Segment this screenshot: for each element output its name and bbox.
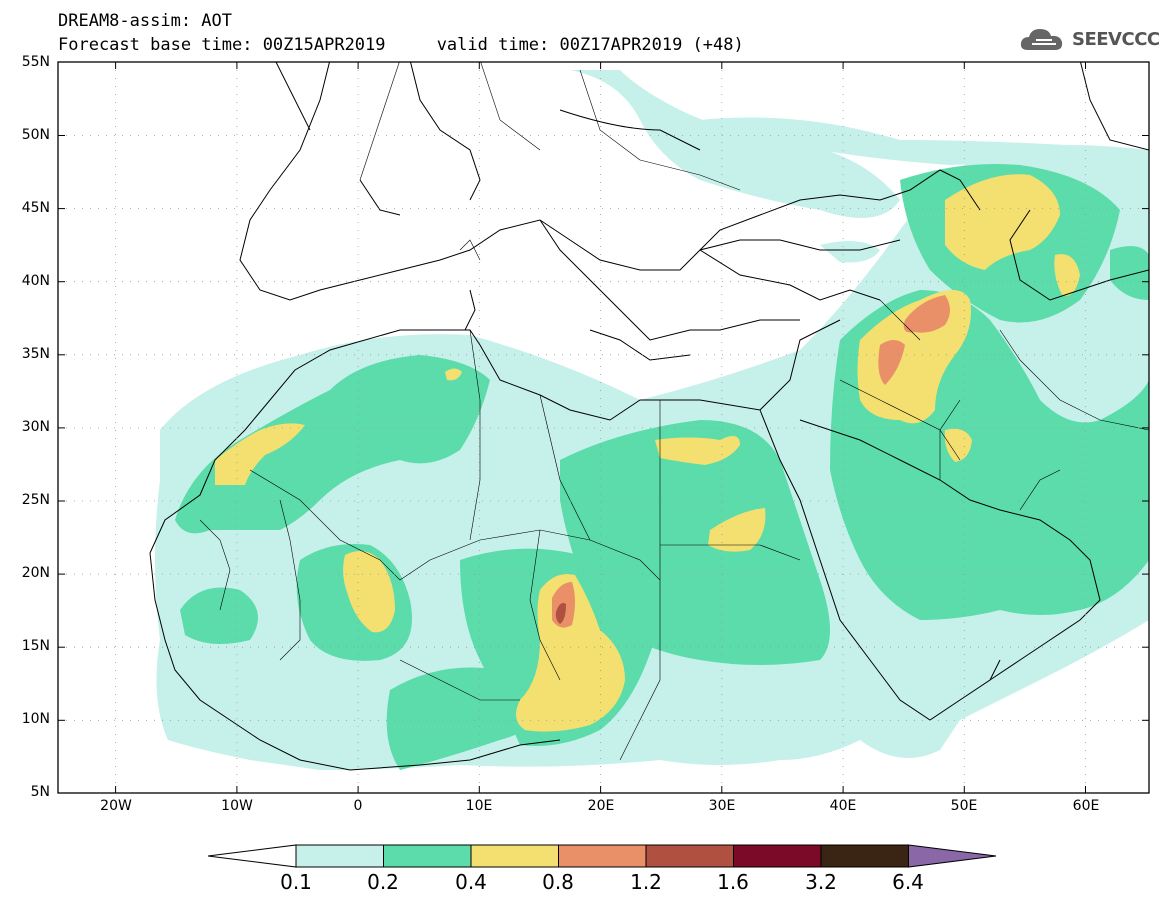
colorbar-label: 0.8 (542, 870, 574, 894)
lon-label: 10E (465, 798, 493, 814)
lon-label: 30E (708, 798, 736, 814)
colorbar-bin-2 (383, 844, 472, 868)
colorbar-label: 6.4 (892, 870, 924, 894)
colorbar-bin-1 (295, 844, 384, 868)
colorbar-bin-6 (733, 844, 822, 868)
lat-label: 20N (21, 565, 50, 581)
lat-label: 55N (21, 54, 50, 70)
map-title: DREAM8-assim: AOT (58, 11, 232, 31)
aot-field (149, 62, 1149, 771)
colorbar (207, 844, 997, 868)
lon-label: 20W (100, 798, 132, 814)
colorbar-label: 0.2 (367, 870, 399, 894)
colorbar-under-arrow (207, 844, 297, 868)
lat-label: 40N (21, 273, 50, 289)
colorbar-label: 1.6 (717, 870, 749, 894)
lat-label: 10N (21, 711, 50, 727)
colorbar-bin-7 (820, 844, 909, 868)
map-subtitle-times: Forecast base time: 00Z15APR2019 valid t… (58, 35, 744, 55)
lat-label: 5N (30, 784, 50, 800)
colorbar-bin-4 (558, 844, 647, 868)
colorbar-bin-5 (645, 844, 734, 868)
lon-label: 0 (353, 798, 363, 814)
lat-label: 50N (21, 127, 50, 143)
lon-label: 10W (221, 798, 253, 814)
lat-label: 35N (21, 346, 50, 362)
lat-label: 30N (21, 419, 50, 435)
map-frame (57, 61, 1150, 794)
colorbar-label: 0.4 (455, 870, 487, 894)
colorbar-over-arrow (908, 844, 997, 868)
lon-label: 40E (829, 798, 857, 814)
lon-label: 50E (950, 798, 978, 814)
lat-label: 15N (21, 638, 50, 654)
lon-label: 60E (1072, 798, 1100, 814)
axis-ticks (58, 62, 1149, 793)
lat-label: 45N (21, 200, 50, 216)
seevccc-logo: SEEVCCC (1018, 24, 1160, 56)
colorbar-label: 0.1 (280, 870, 312, 894)
lon-label: 20E (587, 798, 615, 814)
logo-text: SEEVCCC (1072, 29, 1160, 50)
lat-label: 25N (21, 492, 50, 508)
cloud-icon (1020, 29, 1063, 50)
colorbar-label: 3.2 (805, 870, 837, 894)
colorbar-bin-3 (470, 844, 559, 868)
colorbar-label: 1.2 (630, 870, 662, 894)
